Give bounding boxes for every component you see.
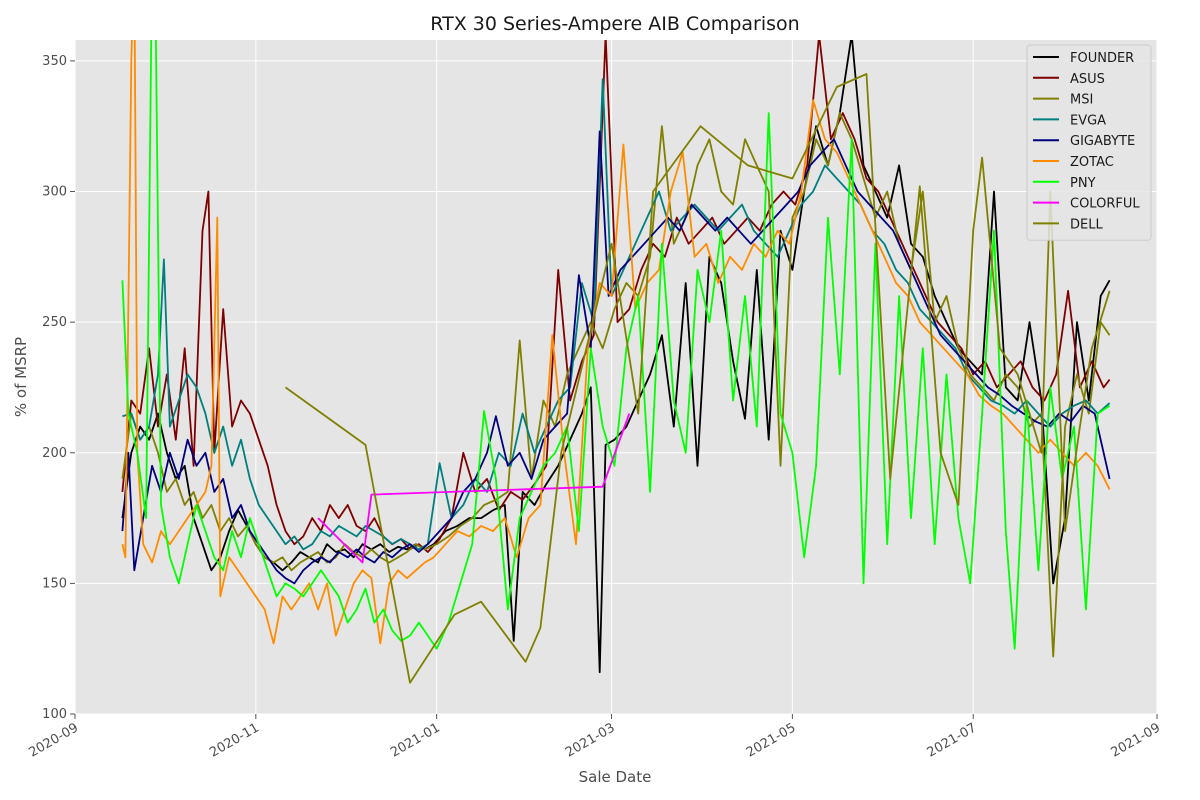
y-axis-ticks: 100 150 200 250 300 350	[42, 54, 75, 722]
legend-label: MSI	[1070, 93, 1093, 108]
chart-title: RTX 30 Series-Ampere AIB Comparison	[430, 13, 799, 35]
legend-label: GIGABYTE	[1070, 134, 1135, 149]
legend-label: ZOTAC	[1070, 155, 1114, 170]
series-line-asus	[121, 40, 1111, 553]
x-tick-label: 2021-01	[388, 720, 443, 760]
y-axis-label: % of MSRP	[12, 337, 30, 417]
x-tick-label: 2021-09	[1108, 720, 1163, 760]
y-tick-label: 150	[42, 576, 67, 591]
plot-background	[75, 40, 1157, 714]
x-tick-label: 2021-03	[563, 720, 618, 760]
legend-label: EVGA	[1070, 113, 1106, 128]
y-tick-label: 200	[42, 446, 67, 461]
y-tick-label: 350	[42, 54, 67, 69]
y-tick-label: 250	[42, 315, 67, 330]
legend-label: COLORFUL	[1070, 197, 1140, 212]
x-tick-label: 2021-07	[925, 720, 980, 760]
legend-box	[1026, 44, 1152, 241]
series-line-msi	[121, 112, 1111, 658]
series-line-evga	[122, 78, 1111, 551]
legend-label: DELL	[1070, 217, 1103, 232]
x-tick-label: 2020-11	[207, 720, 262, 760]
legend: FOUNDER ASUS MSI EVGA GIGABYTE ZOTAC PNY COLORF…	[1026, 44, 1152, 241]
legend-label: ASUS	[1070, 72, 1105, 87]
series-lines	[121, 40, 1111, 684]
legend-label: FOUNDER	[1070, 51, 1134, 66]
series-line-pny	[121, 40, 1111, 650]
x-tick-label: 2021-05	[744, 720, 799, 760]
legend-label: PNY	[1070, 176, 1096, 191]
series-line-dell	[284, 73, 1111, 684]
x-axis-ticks: 2020-09 2020-11 2021-01 2021-03 2021-05 2021-…	[26, 714, 1163, 761]
y-tick-label: 300	[42, 185, 67, 200]
x-axis-label: Sale Date	[579, 768, 652, 786]
y-tick-label: 100	[42, 707, 67, 722]
series-line-colorful	[317, 413, 631, 564]
series-line-zotac	[121, 40, 1111, 645]
x-tick-label: 2020-09	[26, 720, 81, 760]
chart-title-group: RTX 30 Series-Ampere AIB Comparison	[430, 13, 799, 35]
